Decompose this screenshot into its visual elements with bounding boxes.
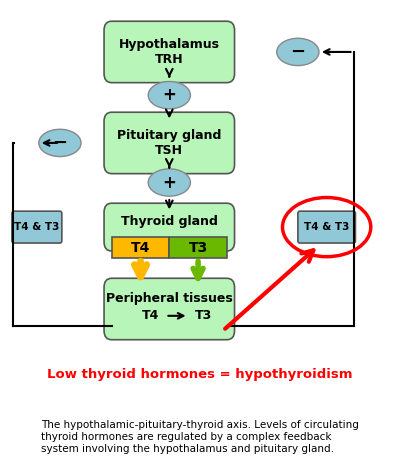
FancyBboxPatch shape	[169, 237, 227, 259]
Text: T3: T3	[195, 309, 212, 322]
Text: Thyroid gland: Thyroid gland	[121, 215, 218, 228]
Ellipse shape	[39, 129, 81, 157]
Text: +: +	[162, 86, 176, 104]
Ellipse shape	[277, 38, 319, 66]
FancyBboxPatch shape	[298, 211, 356, 243]
Text: −: −	[52, 134, 68, 152]
Ellipse shape	[148, 169, 190, 196]
FancyBboxPatch shape	[104, 112, 234, 174]
Text: T4 & T3: T4 & T3	[304, 222, 349, 232]
Text: +: +	[162, 173, 176, 192]
FancyBboxPatch shape	[12, 211, 62, 243]
Text: T4 & T3: T4 & T3	[14, 222, 60, 232]
FancyBboxPatch shape	[104, 21, 234, 82]
Text: Hypothalamus
TRH: Hypothalamus TRH	[119, 38, 220, 66]
FancyBboxPatch shape	[112, 237, 169, 259]
Ellipse shape	[148, 82, 190, 109]
Text: Pituitary gland
TSH: Pituitary gland TSH	[117, 129, 222, 157]
FancyBboxPatch shape	[104, 203, 234, 251]
Text: T4: T4	[142, 309, 159, 322]
Text: −: −	[290, 43, 306, 61]
Text: T3: T3	[188, 240, 208, 254]
Text: Peripheral tissues: Peripheral tissues	[106, 293, 233, 306]
FancyBboxPatch shape	[104, 278, 234, 340]
Text: T4: T4	[131, 240, 150, 254]
Text: Low thyroid hormones = hypothyroidism: Low thyroid hormones = hypothyroidism	[47, 369, 353, 382]
Text: The hypothalamic-pituitary-thyroid axis. Levels of circulating
thyroid hormones : The hypothalamic-pituitary-thyroid axis.…	[41, 420, 359, 454]
